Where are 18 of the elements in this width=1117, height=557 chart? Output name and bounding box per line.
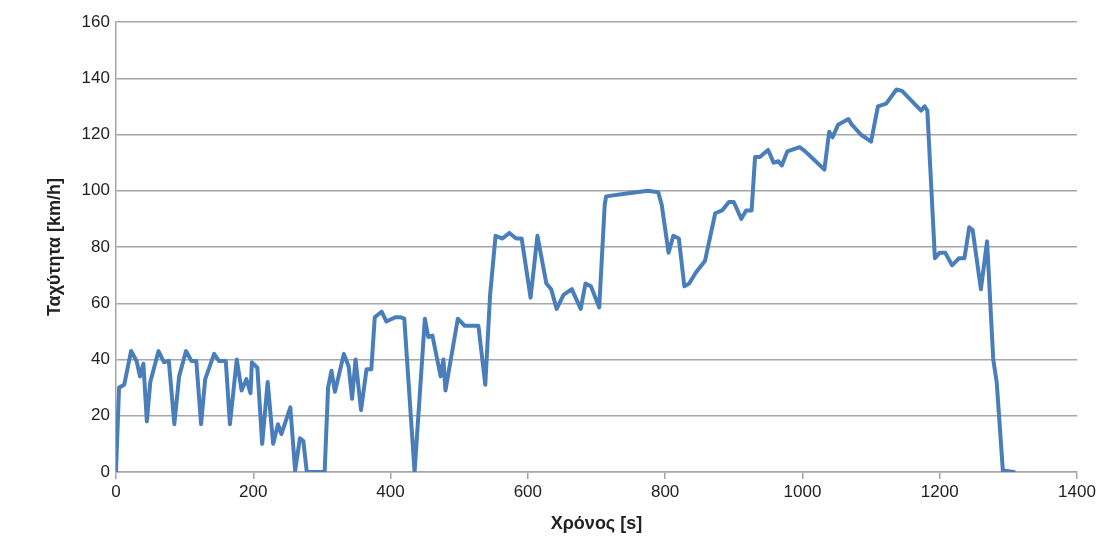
x-tick-label: 600 — [513, 481, 543, 501]
y-tick-label: 120 — [81, 124, 110, 144]
y-tick-label: 40 — [91, 349, 110, 369]
y-tick-label: 80 — [91, 236, 110, 256]
y-tick-label: 60 — [91, 292, 110, 312]
y-tick-label: 160 — [81, 11, 110, 31]
y-axis-title: Ταχύτητα [km/h] — [43, 177, 64, 317]
x-tick-label: 1000 — [783, 481, 822, 501]
x-tick-label: 200 — [239, 481, 268, 501]
x-tick-label: 1200 — [920, 481, 959, 501]
y-tick-label: 0 — [100, 461, 110, 481]
x-tick-label: 400 — [376, 481, 405, 501]
x-axis-title: Χρόνος [s] — [550, 513, 643, 534]
x-tick-label: 1400 — [1058, 481, 1096, 501]
x-tick-label: 800 — [650, 481, 680, 501]
y-tick-label: 100 — [81, 180, 110, 200]
y-tick-label: 20 — [91, 405, 110, 425]
y-tick-label: 140 — [81, 67, 110, 87]
